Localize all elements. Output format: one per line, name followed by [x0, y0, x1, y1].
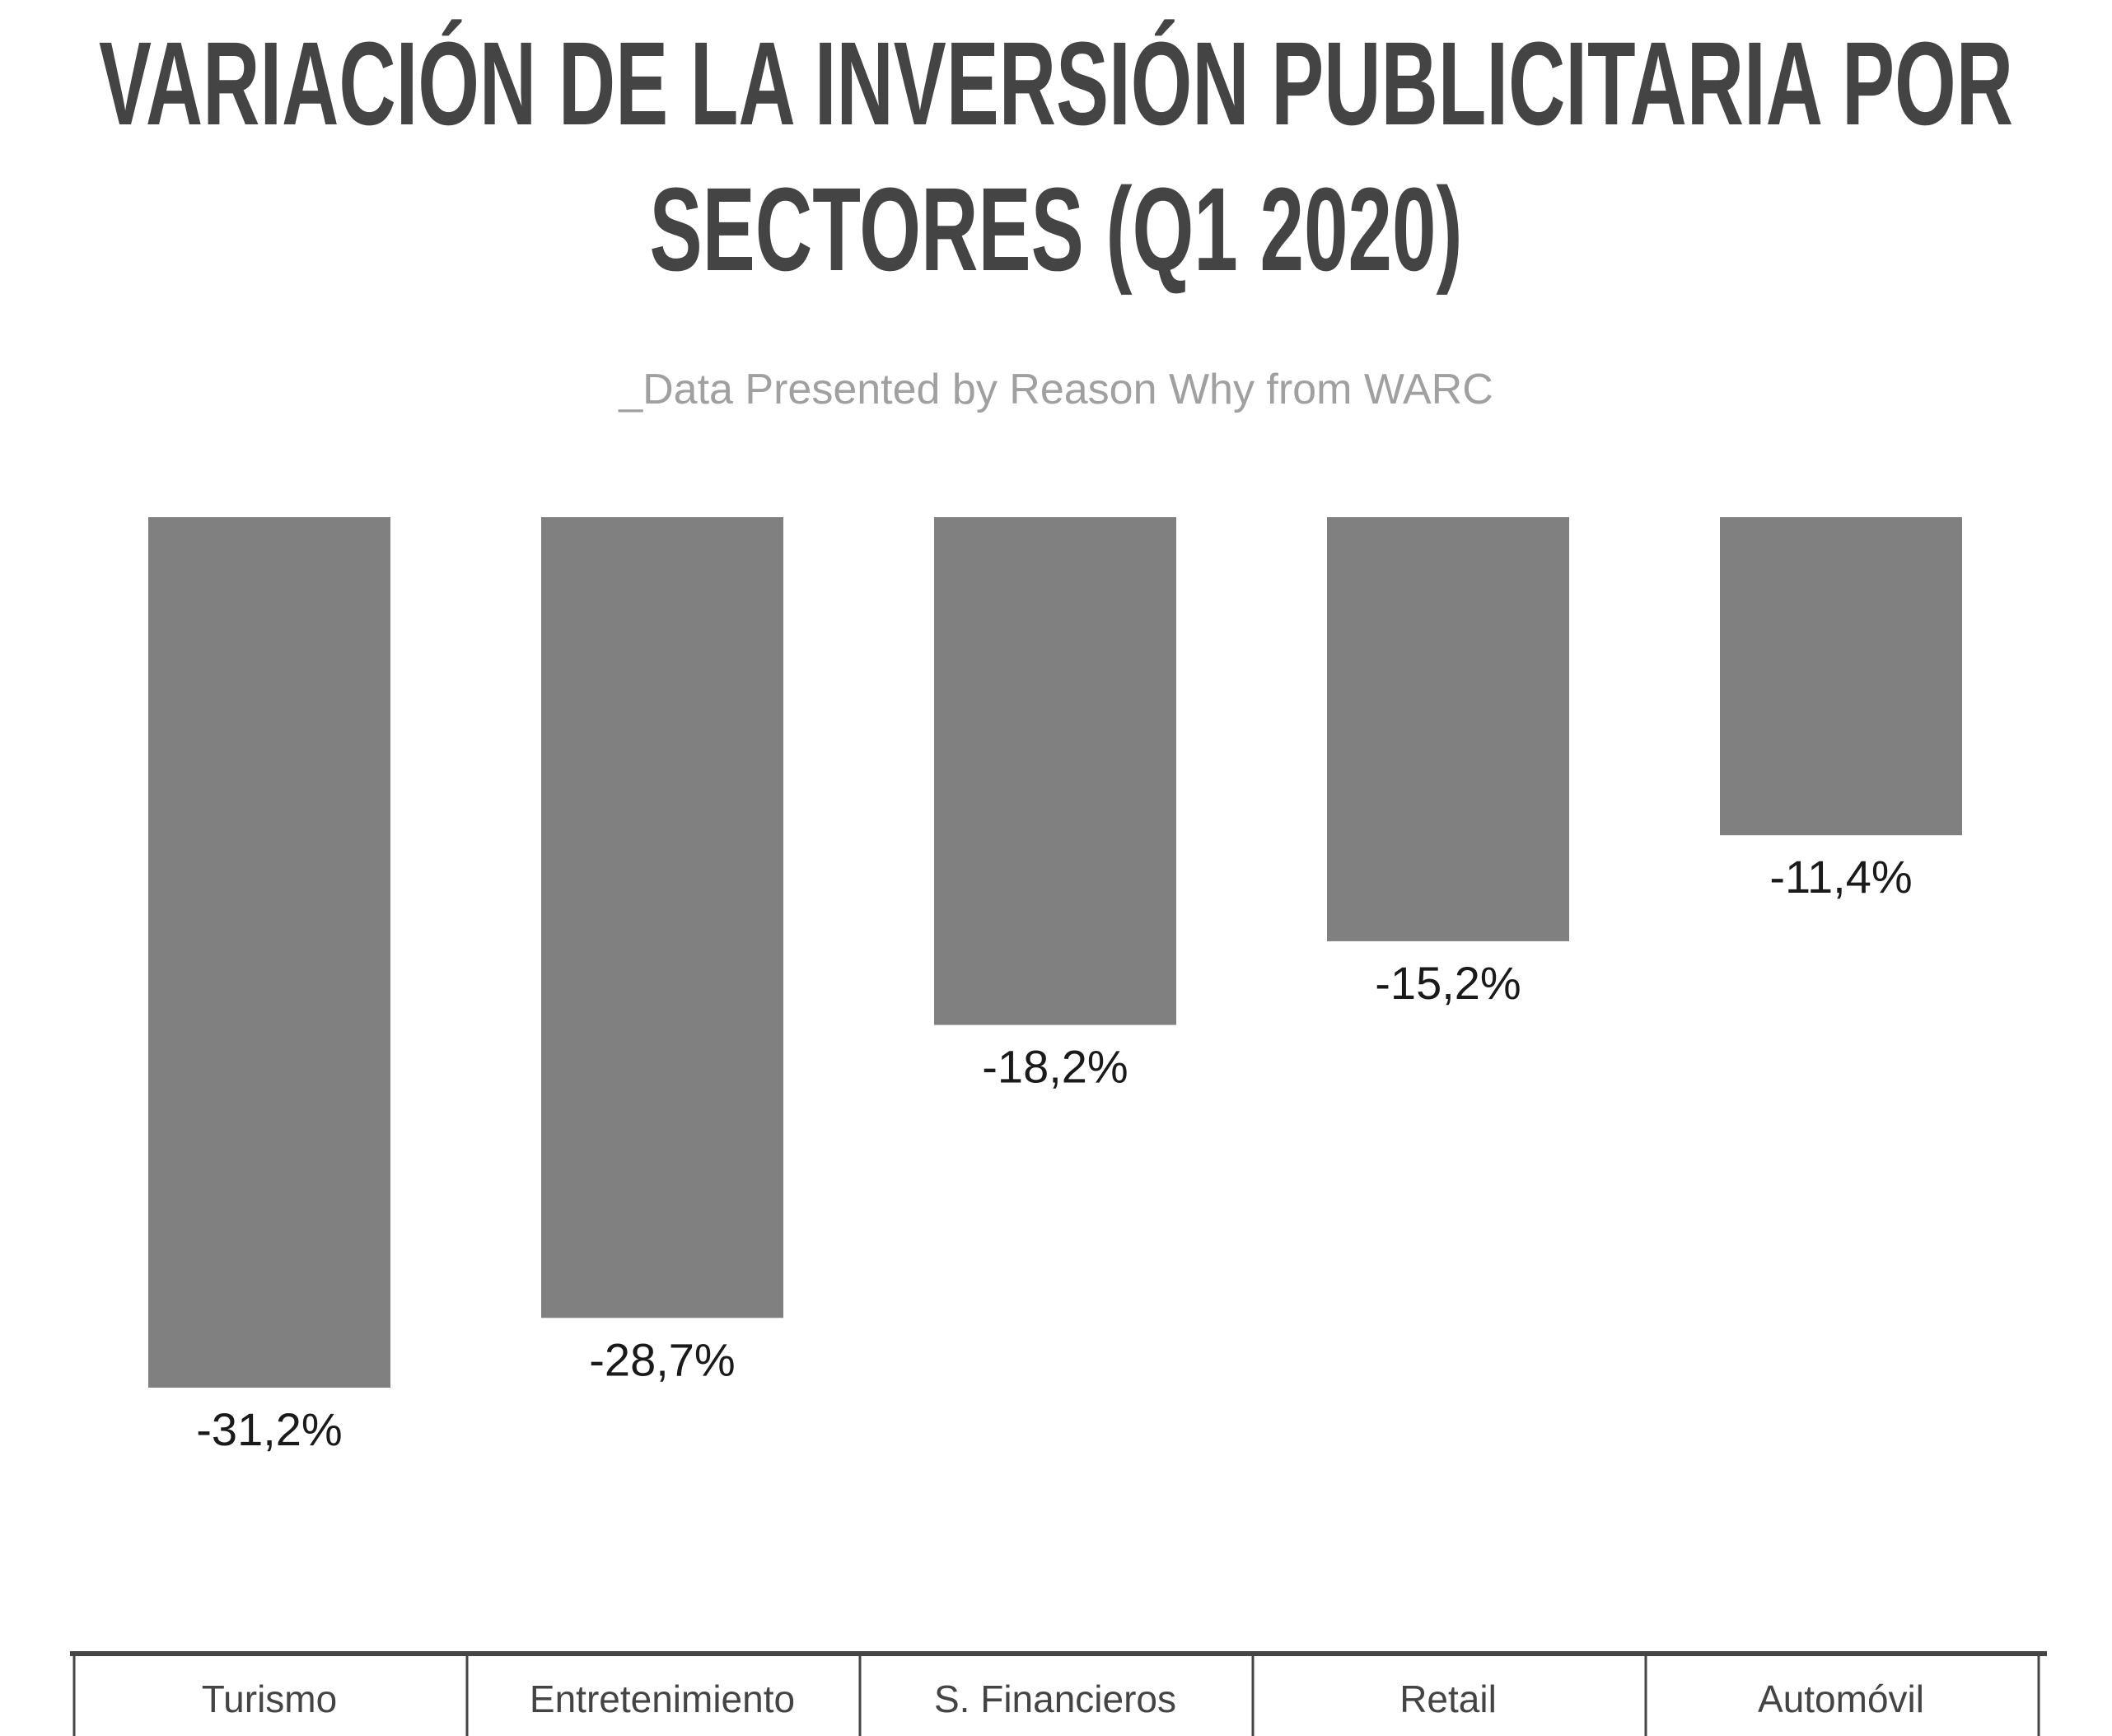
category-label-retail: Retail [1399, 1678, 1497, 1720]
bar-retail [1327, 517, 1569, 941]
data-label-retail: -15,2% [1375, 957, 1521, 1009]
bars [148, 517, 1962, 1388]
chart-title-line-2: SECTORES (Q1 2020) [650, 163, 1463, 296]
category-table: Turismo Entretenimiento S. Financieros Reta… [70, 1651, 2047, 1736]
category-labels: Turismo Entretenimiento S. Financieros Reta… [202, 1678, 1924, 1720]
data-label-automovil: -11,4% [1769, 851, 1912, 903]
category-label-automovil: Automóvil [1758, 1678, 1924, 1720]
bar-automovil [1720, 517, 1962, 836]
data-label-entretenimiento: -28,7% [589, 1333, 735, 1385]
data-label-s-financieros: -18,2% [982, 1041, 1128, 1093]
bar-s-financieros [934, 517, 1176, 1025]
bar-entretenimiento [541, 517, 783, 1318]
chart-title-line-1: VARIACIÓN DE LA INVERSIÓN PUBLICITARIA P… [99, 17, 2013, 150]
category-label-s-financieros: S. Financieros [934, 1678, 1176, 1720]
bar-turismo [148, 517, 390, 1388]
chart-subtitle: _Data Presented by Reason Why from WARC [618, 366, 1493, 413]
table-dividers [72, 1654, 2040, 1736]
category-label-turismo: Turismo [202, 1678, 337, 1720]
data-labels: -31,2% -28,7% -18,2% -15,2% -11,4% [196, 851, 1912, 1455]
data-label-turismo: -31,2% [196, 1403, 342, 1455]
category-label-entretenimiento: Entretenimiento [530, 1678, 795, 1720]
